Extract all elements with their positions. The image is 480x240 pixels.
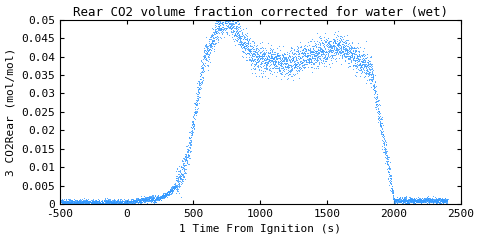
Title: Rear CO2 volume fraction corrected for water (wet): Rear CO2 volume fraction corrected for w… [73,6,448,18]
Y-axis label: 3 CO2Rear (mol/mol): 3 CO2Rear (mol/mol) [6,48,15,176]
X-axis label: 1 Time From Ignition (s): 1 Time From Ignition (s) [180,224,341,234]
